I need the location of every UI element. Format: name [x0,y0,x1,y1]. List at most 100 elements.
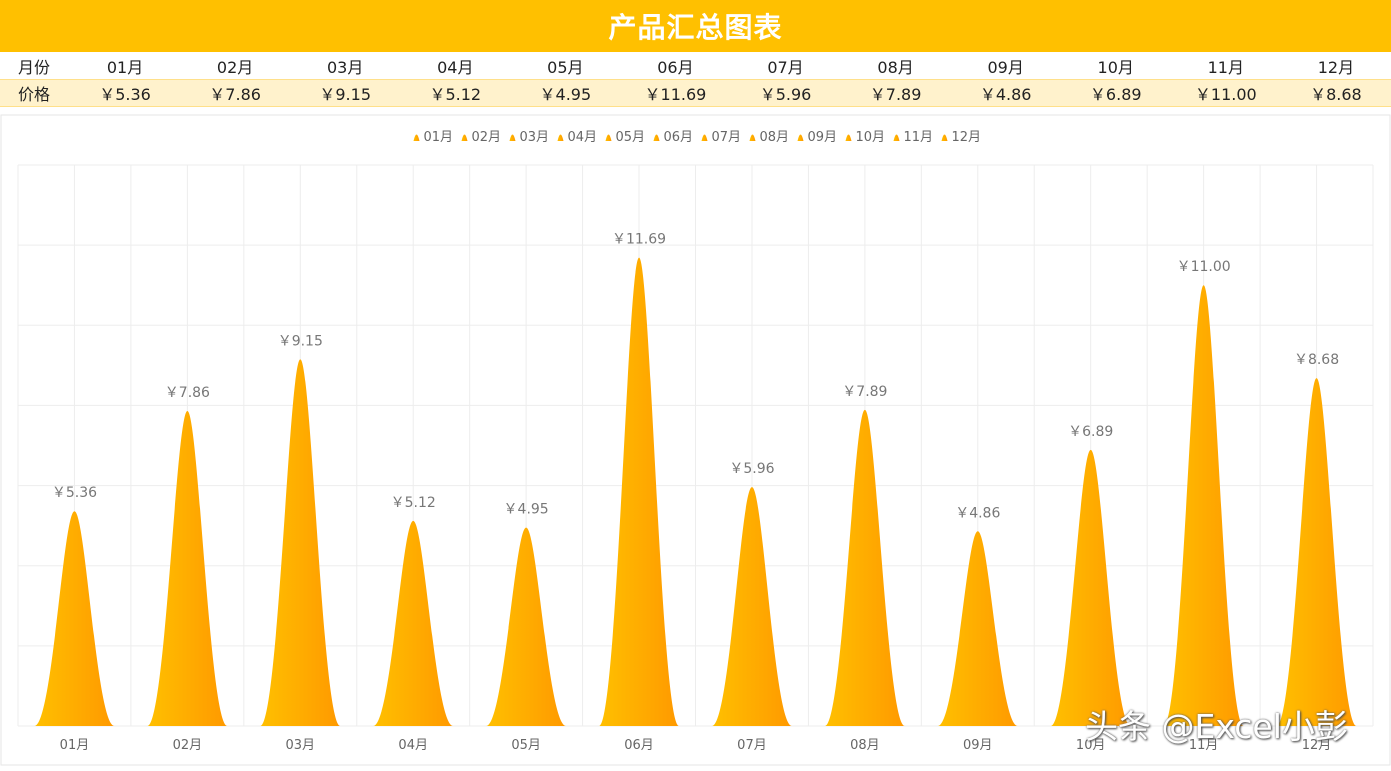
peaks [34,257,1357,726]
month-cell: 06月 [657,57,694,77]
x-tick-label: 09月 [963,738,993,753]
data-label: ￥11.00 [1177,259,1231,275]
legend-marker [653,134,660,141]
price-cell: ￥6.89 [1089,85,1142,104]
legend-label: 10月 [856,130,886,145]
legend-label: 05月 [616,130,646,145]
price-table: 月份 01月 02月 03月 04月 05月 06月 07月 08月 09月 10月 11月 12月 … [0,52,1391,107]
data-label: ￥7.86 [165,385,210,401]
x-tick-label: 06月 [624,738,654,753]
data-label: ￥4.86 [955,505,1000,521]
data-label: ￥4.95 [504,502,549,518]
data-label: ￥8.68 [1294,352,1339,368]
x-tick-label: 01月 [60,738,90,753]
data-label: ￥5.12 [391,495,436,511]
month-cell: 07月 [767,57,804,77]
x-tick-label: 12月 [1302,738,1332,753]
price-cells: ￥5.36 ￥7.86 ￥9.15 ￥5.12 ￥4.95 ￥11.69 ￥5.96 ￥7.8… [70,81,1391,105]
data-label: ￥5.96 [729,461,774,477]
gridlines [17,164,1374,727]
peak-07月 [711,487,792,726]
x-tick-label: 11月 [1189,738,1219,753]
x-tick-label: 02月 [173,738,203,753]
price-cell: ￥9.15 [319,85,372,104]
legend: 01月 02月 03月 04月 05月 06月 07月 08月 09月 10月 11月 12月 [413,130,982,145]
page-title: 产品汇总图表 [608,11,783,44]
month-cell: 08月 [877,57,914,77]
legend-marker [701,134,708,141]
peak-12月 [1276,378,1357,726]
month-cells: 01月 02月 03月 04月 05月 06月 07月 08月 09月 10月 11月 12月 [70,54,1391,78]
peak-06月 [599,257,680,726]
data-label: ￥5.36 [52,485,97,501]
legend-marker [461,134,468,141]
legend-label: 08月 [760,130,790,145]
legend-marker [605,134,612,141]
price-cell: ￥11.69 [644,85,707,104]
title-banner: 产品汇总图表 [0,0,1391,52]
price-cell: ￥8.68 [1310,85,1362,104]
price-cell: ￥5.96 [759,85,812,104]
peak-01月 [34,511,115,726]
x-tick-label: 08月 [850,738,880,753]
data-label: ￥11.69 [612,232,666,248]
price-row: 价格 ￥5.36 ￥7.86 ￥9.15 ￥5.12 ￥4.95 ￥11.69 ￥5.96 ￥… [0,79,1391,107]
peak-03月 [260,359,341,726]
legend-label: 12月 [952,130,982,145]
month-cell: 03月 [327,57,364,77]
peak-05月 [486,527,567,726]
price-cell: ￥7.86 [209,85,261,104]
legend-label: 04月 [568,130,598,145]
data-label: ￥7.89 [842,384,887,400]
legend-label: 06月 [664,130,694,145]
x-tick-label: 03月 [286,738,316,753]
peak-04月 [373,520,454,726]
x-tick-label: 10月 [1076,738,1106,753]
legend-marker [797,134,804,141]
data-labels: ￥5.36 ￥7.86 ￥9.15 ￥5.12 ￥4.95 ￥11.69 ￥5.96 ￥7.8… [52,232,1339,522]
data-label: ￥9.15 [278,333,323,349]
peak-08月 [824,409,905,726]
month-cell: 05月 [547,57,584,77]
legend-label: 01月 [424,130,454,145]
legend-label: 07月 [712,130,742,145]
legend-marker [509,134,516,141]
legend-label: 11月 [904,130,934,145]
price-cell: ￥5.36 [99,85,151,104]
legend-label: 02月 [472,130,502,145]
legend-marker [749,134,756,141]
price-cell: ￥7.89 [869,85,922,104]
price-row-label: 价格 [18,85,51,104]
peak-02月 [147,411,228,726]
x-tick-label: 07月 [737,738,767,753]
peak-11月 [1163,285,1244,726]
month-cell: 09月 [987,57,1024,77]
legend-marker [413,134,420,141]
x-tick-label: 04月 [398,738,428,753]
chart-area: 01月 02月 03月 04月 05月 06月 07月 08月 09月 10月 11月 12月 ￥5.… [0,114,1391,767]
price-cell: ￥4.95 [539,85,592,104]
legend-marker [557,134,564,141]
month-cell: 04月 [437,57,474,77]
x-tick-label: 05月 [511,738,541,753]
legend-label: 09月 [808,130,838,145]
price-cell: ￥4.86 [979,85,1032,104]
peak-09月 [937,531,1018,726]
price-cell: ￥5.12 [429,85,482,104]
legend-marker [845,134,852,141]
month-cell: 11月 [1207,57,1244,77]
legend-label: 03月 [520,130,550,145]
month-row-label: 月份 [18,57,51,77]
price-cell: ￥11.00 [1194,85,1257,104]
legend-marker [941,134,948,141]
month-cell: 10月 [1097,57,1134,77]
month-cell: 12月 [1317,57,1355,77]
peak-chart: 01月 02月 03月 04月 05月 06月 07月 08月 09月 10月 11月 12月 ￥5.… [0,114,1391,766]
watermark: 头条 @Excel小彭 [1085,707,1348,746]
month-cell: 02月 [216,57,254,77]
month-cell: 01月 [106,57,144,77]
data-label: ￥6.89 [1068,424,1113,440]
peak-10月 [1050,449,1131,726]
x-axis-ticks: 01月 02月 03月 04月 05月 06月 07月 08月 09月 10月 11月 12月 [60,738,1332,753]
legend-marker [893,134,900,141]
